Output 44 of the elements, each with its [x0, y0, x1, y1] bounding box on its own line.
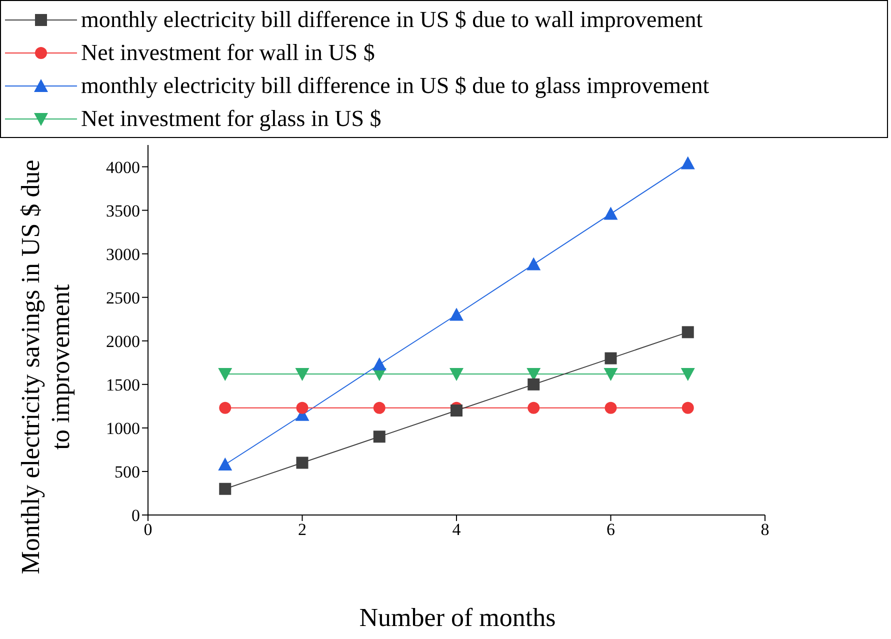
legend-label: Net investment for wall in US $: [81, 40, 375, 66]
point: [604, 352, 617, 364]
y-tick-label: 4000: [106, 158, 140, 177]
point: [450, 308, 464, 321]
x-axis-title: Number of months: [358, 603, 557, 633]
point: [295, 368, 310, 381]
point: [604, 368, 618, 381]
point: [218, 368, 232, 381]
point: [218, 458, 232, 471]
point: [680, 156, 695, 170]
y-tick-label: 3500: [106, 201, 140, 220]
x-tick-label: 2: [298, 520, 306, 540]
y-tick-label: 1500: [106, 375, 140, 394]
point: [296, 456, 308, 469]
point: [450, 368, 464, 381]
legend-label: Net investment for glass in US $: [81, 106, 382, 132]
y-tick-label: 2000: [106, 332, 140, 351]
point: [372, 357, 386, 370]
point: [526, 257, 541, 270]
x-tick-label: 6: [606, 520, 615, 540]
point: [604, 402, 617, 414]
x-tick-label: 8: [760, 520, 770, 540]
point: [373, 430, 386, 443]
y-axis-title: Monthly electricity savings in US $ due to improvement: [16, 158, 76, 576]
legend-label: monthly electricity bill difference in US $ due to wall improvement: [81, 6, 703, 32]
point: [682, 326, 694, 338]
x-tick-label: 4: [452, 520, 462, 540]
point: [528, 378, 540, 390]
y-tick-label: 0: [132, 506, 140, 526]
point: [219, 482, 232, 495]
point: [682, 402, 694, 414]
point: [219, 402, 232, 414]
point: [296, 402, 308, 414]
y-tick-label: 500: [114, 462, 140, 482]
x-tick-label: 0: [144, 520, 152, 540]
legend-label: monthly electricity bill difference in US $ due to glass improvement: [81, 72, 710, 98]
y-tick-label: 1000: [106, 418, 140, 438]
y-tick-label: 3000: [106, 244, 140, 264]
point: [450, 404, 462, 417]
point: [604, 206, 618, 220]
y-tick-label: 2500: [106, 288, 140, 308]
point: [373, 402, 386, 414]
point: [680, 368, 695, 381]
point: [528, 402, 540, 414]
